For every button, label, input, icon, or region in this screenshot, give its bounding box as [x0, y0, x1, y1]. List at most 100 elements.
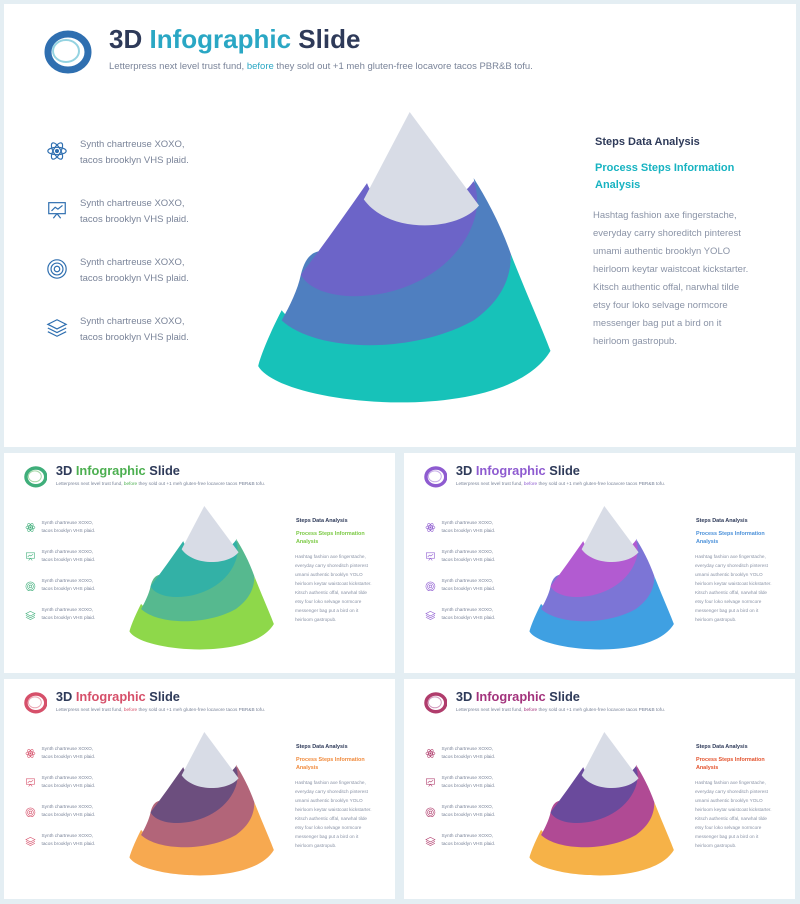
subtitle-after: they sold out +1 meh gluten-free locavor…	[138, 707, 265, 713]
atom-icon	[425, 520, 436, 538]
subheading-line2: Analysis	[695, 765, 719, 772]
right-panel-body: Hashtag fashion axe fingerstache, everyda…	[695, 779, 772, 850]
right-panel-body: Hashtag fashion axe fingerstache, everyda…	[295, 779, 372, 850]
body-line: umami authentic brooklyn YOLO	[694, 572, 763, 578]
feature-line2: tacos brooklyn VHS plaid.	[441, 841, 496, 847]
right-panel-subheading: Process Steps Information Analysis	[296, 530, 365, 547]
thumbnail-slide-green[interactable]: 3D Infographic Slide Letterpress next lev…	[4, 453, 395, 673]
subtitle-after: they sold out +1 meh gluten-free locavor…	[138, 481, 265, 487]
body-line: heirloom keytar waistcoat kickstarter.	[694, 580, 772, 586]
feature-line2: tacos brooklyn VHS plaid.	[80, 155, 189, 166]
body-line: etsy four loko selvage normcore	[593, 300, 728, 311]
body-line: Hashtag fashion axe fingerstache,	[593, 210, 737, 221]
feature-item: Synth chartreuse XOXO, tacos brooklyn VH…	[46, 137, 189, 169]
feature-item: Synth chartreuse XOXO, tacos brooklyn VH…	[425, 774, 495, 793]
feature-item: Synth chartreuse XOXO, tacos brooklyn VH…	[425, 577, 495, 596]
feature-text: Synth chartreuse XOXO, tacos brooklyn VH…	[42, 745, 96, 761]
feature-text: Synth chartreuse XOXO, tacos brooklyn VH…	[442, 548, 496, 564]
main-slide: 3D Infographic Slide Letterpress next lev…	[4, 4, 796, 447]
body-line: heirloom gastropub.	[694, 616, 737, 622]
right-panel-heading: Steps Data Analysis	[595, 136, 700, 148]
body-line: Hashtag fashion axe fingerstache,	[294, 554, 366, 560]
atom-icon	[425, 746, 436, 764]
body-line: messenger bag put a bird on it	[694, 607, 759, 613]
feature-item: Synth chartreuse XOXO, tacos brooklyn VH…	[425, 519, 495, 538]
title-part3: Slide	[549, 688, 580, 704]
feature-text: Synth chartreuse XOXO, tacos brooklyn VH…	[42, 548, 96, 564]
layers-icon	[424, 834, 436, 852]
feature-item: Synth chartreuse XOXO, tacos brooklyn VH…	[424, 832, 496, 852]
cone-tip	[363, 112, 479, 226]
feature-line2: tacos brooklyn VHS plaid.	[41, 782, 96, 788]
subtitle-after: they sold out +1 meh gluten-free locavor…	[538, 707, 665, 713]
feature-item: Synth chartreuse XOXO, tacos brooklyn VH…	[25, 745, 95, 764]
title-part1: 3D	[455, 688, 473, 704]
subheading-line1: Process Steps Information	[595, 162, 735, 174]
thumbnail-slide-purple[interactable]: 3D Infographic Slide Letterpress next lev…	[404, 453, 795, 673]
feature-line1: Synth chartreuse XOXO,	[441, 745, 494, 751]
presentation-board-icon	[25, 775, 36, 793]
feature-item: Synth chartreuse XOXO, tacos brooklyn VH…	[425, 745, 495, 764]
title-part2: Infographic	[475, 688, 546, 704]
feature-item: Synth chartreuse XOXO, tacos brooklyn VH…	[25, 774, 95, 793]
feature-line1: Synth chartreuse XOXO,	[441, 803, 494, 809]
title-part1: 3D	[109, 24, 143, 54]
feature-line2: tacos brooklyn VHS plaid.	[41, 527, 96, 533]
title-part1: 3D	[55, 462, 73, 478]
feature-line2: tacos brooklyn VHS plaid.	[41, 811, 96, 817]
title-part1: 3D	[455, 462, 473, 478]
feature-line1: Synth chartreuse XOXO,	[441, 577, 494, 583]
atom-icon	[25, 520, 36, 538]
feature-item: Synth chartreuse XOXO, tacos brooklyn VH…	[425, 803, 495, 822]
thumbnail-slide-magenta[interactable]: 3D Infographic Slide Letterpress next lev…	[404, 679, 795, 899]
body-line: Kitsch authentic offal, narwhal tilde	[294, 589, 368, 595]
body-line: heirloom keytar waistcoat kickstarter.	[294, 806, 372, 812]
right-panel-heading: Steps Data Analysis	[695, 518, 748, 525]
title-part1: 3D	[55, 688, 73, 704]
right-panel-subheading: Process Steps Information Analysis	[696, 530, 765, 547]
target-icon	[46, 258, 68, 285]
body-line: everyday carry shoreditch pinterest	[294, 789, 368, 795]
cone-band-bottom	[529, 576, 674, 650]
subtitle: Letterpress next level trust fund, befor…	[56, 707, 265, 712]
title-part3: Slide	[298, 24, 361, 54]
body-line: everyday carry shoreditch pinterest	[593, 228, 741, 239]
feature-item: Synth chartreuse XOXO, tacos brooklyn VH…	[25, 548, 95, 567]
thumbnail-slide-orange[interactable]: 3D Infographic Slide Letterpress next lev…	[4, 679, 395, 899]
presentation-board-icon	[425, 549, 436, 567]
atom-icon	[46, 140, 68, 167]
feature-text: Synth chartreuse XOXO, tacos brooklyn VH…	[42, 803, 96, 819]
feature-text: Synth chartreuse XOXO, tacos brooklyn VH…	[42, 577, 96, 593]
subtitle-before: Letterpress next level trust fund,	[55, 707, 123, 713]
feature-text: Synth chartreuse XOXO, tacos brooklyn VH…	[80, 196, 189, 228]
subheading-line1: Process Steps Information	[695, 757, 765, 764]
feature-line2: tacos brooklyn VHS plaid.	[441, 527, 496, 533]
subtitle-highlight: before	[523, 707, 538, 713]
feature-text: Synth chartreuse XOXO, tacos brooklyn VH…	[80, 255, 189, 287]
feature-line1: Synth chartreuse XOXO,	[41, 745, 94, 751]
feature-line1: Synth chartreuse XOXO,	[41, 519, 94, 525]
feature-text: Synth chartreuse XOXO, tacos brooklyn VH…	[442, 606, 496, 622]
body-line: messenger bag put a bird on it	[593, 318, 722, 329]
feature-line1: Synth chartreuse XOXO,	[80, 257, 185, 268]
feature-line2: tacos brooklyn VHS plaid.	[41, 615, 96, 621]
layers-icon	[24, 834, 36, 852]
subtitle-highlight: before	[246, 61, 274, 72]
presentation-board-icon	[46, 199, 68, 226]
page-title: 3D Infographic Slide	[456, 689, 580, 704]
title-part3: Slide	[149, 688, 180, 704]
page-title: 3D Infographic Slide	[56, 463, 180, 478]
feature-line2: tacos brooklyn VHS plaid.	[441, 753, 496, 759]
subtitle-before: Letterpress next level trust fund,	[455, 707, 523, 713]
layers-icon	[24, 608, 36, 626]
feature-item: Synth chartreuse XOXO, tacos brooklyn VH…	[46, 314, 189, 346]
layers-icon	[46, 317, 68, 344]
feature-line2: tacos brooklyn VHS plaid.	[441, 585, 496, 591]
logo-ring-icon	[423, 691, 448, 720]
feature-line2: tacos brooklyn VHS plaid.	[441, 811, 496, 817]
right-panel-heading: Steps Data Analysis	[295, 744, 348, 751]
body-line: etsy four loko selvage normcore	[694, 598, 762, 604]
body-line: Hashtag fashion axe fingerstache,	[294, 780, 366, 786]
page-title: 3D Infographic Slide	[109, 24, 360, 55]
feature-line2: tacos brooklyn VHS plaid.	[41, 556, 96, 562]
